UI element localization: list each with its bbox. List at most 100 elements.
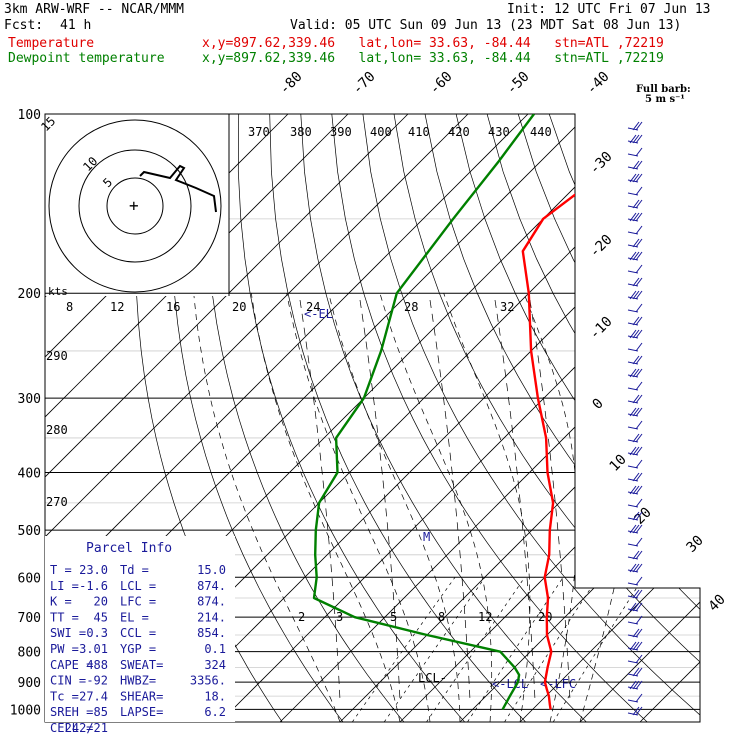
wind-barb-flag	[635, 121, 643, 131]
wind-barb-flag	[635, 680, 643, 690]
parcel-value: 85	[94, 705, 108, 719]
wind-barb-flag	[635, 316, 643, 326]
parcel-value: -1.6	[79, 579, 108, 593]
dry-adiabat	[736, 114, 740, 722]
parcel-value: 214.	[197, 610, 226, 624]
theta-label-440: 440	[530, 125, 552, 139]
isotherm-label--30: -30	[587, 149, 616, 178]
wind-barb-flag	[635, 368, 643, 378]
wind-barb	[627, 524, 643, 534]
theta-label-430: 430	[488, 125, 510, 139]
wind-barb	[627, 459, 643, 469]
wind-barb	[627, 316, 643, 326]
wind-barb-flag	[632, 472, 640, 482]
wind-barb-flag	[635, 199, 643, 209]
wind-barb	[627, 446, 643, 456]
parcel-value: 20	[94, 595, 108, 609]
parcel-label: K =	[50, 595, 72, 609]
wind-barb	[627, 641, 643, 651]
dry-adiabat	[204, 114, 405, 722]
theta-label-290: 290	[46, 349, 68, 363]
wind-barb-flag	[635, 550, 643, 560]
wind-barb	[627, 303, 643, 313]
wind-barb-flag	[632, 550, 640, 560]
wind-barb-flag	[629, 251, 637, 261]
wind-barb-flag	[635, 264, 643, 274]
wind-barb-flag	[635, 407, 643, 417]
wind-barb-flag	[632, 446, 640, 456]
dry-adiabat	[170, 114, 344, 722]
wind-barb-flag	[635, 290, 643, 300]
wind-barb	[627, 628, 643, 638]
pressure-tick-700: 700	[18, 611, 41, 626]
wind-barb-flag	[635, 667, 643, 677]
lcl-dew-label: LCL-	[418, 671, 447, 685]
wind-barb	[627, 381, 643, 391]
wind-barb-flag	[635, 225, 643, 235]
wind-barb-flag	[635, 186, 643, 196]
wind-barb-flag	[632, 563, 640, 573]
parcel-value: 242/21	[65, 721, 108, 735]
wind-barb-flag	[635, 212, 643, 222]
dry-adiabat	[673, 114, 700, 722]
parcel-label: LCL =	[120, 579, 156, 593]
isotherm	[219, 114, 700, 722]
wind-barb-flag	[635, 524, 643, 534]
isotherm-label--10: -10	[587, 314, 616, 343]
parcel-label: SHEAR=	[120, 689, 163, 703]
parcel-value: 488	[86, 658, 108, 672]
parcel-value: 0.3	[86, 626, 108, 640]
wind-barb-flag	[632, 251, 640, 261]
model-title: 3km ARW-WRF -- NCAR/MMM	[4, 2, 185, 17]
wind-barb-flag	[629, 485, 637, 495]
isotherm-label--50: -50	[504, 69, 533, 98]
speed-scale-guide	[494, 299, 536, 701]
pressure-tick-600: 600	[18, 571, 41, 586]
dry-adiabat	[486, 114, 700, 722]
isotherm-label--40: -40	[584, 69, 613, 98]
speed-scale-20: 20	[232, 300, 246, 314]
wind-barb	[627, 355, 643, 365]
speed-scale-24: 24	[306, 300, 320, 314]
speed-scale-12: 12	[110, 300, 124, 314]
wind-barb-flag	[635, 459, 643, 469]
isotherm-label-0: 0	[590, 396, 607, 413]
wind-barb-flag	[632, 706, 640, 716]
isotherm	[45, 114, 469, 722]
barb-legend-title: Full barb:	[636, 84, 691, 95]
pressure-tick-500: 500	[18, 524, 41, 539]
wind-barb-flag	[629, 173, 637, 183]
wind-barb-flag	[635, 654, 643, 664]
dry-adiabat	[424, 114, 700, 722]
moist-adiabat	[443, 293, 531, 722]
wind-barb-flag	[635, 446, 643, 456]
wind-barb	[627, 576, 643, 586]
wind-barb	[627, 186, 643, 196]
valid-time: Valid: 05 UTC Sun 09 Jun 13 (23 MDT Sat …	[290, 18, 682, 33]
theta-label-380: 380	[290, 125, 312, 139]
wind-barb-flag	[635, 615, 643, 625]
wind-barb	[627, 225, 643, 235]
wind-barb-flag	[632, 277, 640, 287]
parcel-label: SREH =	[50, 705, 93, 719]
wind-barb	[627, 290, 643, 300]
parcel-label: PW =	[50, 642, 79, 656]
mixing-ratio-line	[467, 577, 564, 722]
pressure-tick-300: 300	[18, 392, 41, 407]
dry-adiabat	[611, 114, 700, 722]
parcel-value: -92	[86, 674, 108, 688]
dry-adiabat	[269, 114, 526, 722]
speed-scale-8: 8	[66, 300, 73, 314]
speed-scale-guide	[359, 299, 401, 701]
wind-barb-flag	[635, 420, 643, 430]
wind-barb-flag	[632, 173, 640, 183]
mixing-ratio-line	[552, 577, 644, 722]
wind-barb-flag	[635, 602, 643, 612]
wind-barb-flag	[635, 381, 643, 391]
mfl-label: M	[423, 530, 430, 544]
speed-scale-16: 16	[166, 300, 180, 314]
temperature-line	[521, 114, 691, 710]
parcel-label: LAPSE=	[120, 705, 163, 719]
wind-barb-flag	[635, 160, 643, 170]
wind-barb	[627, 160, 643, 170]
